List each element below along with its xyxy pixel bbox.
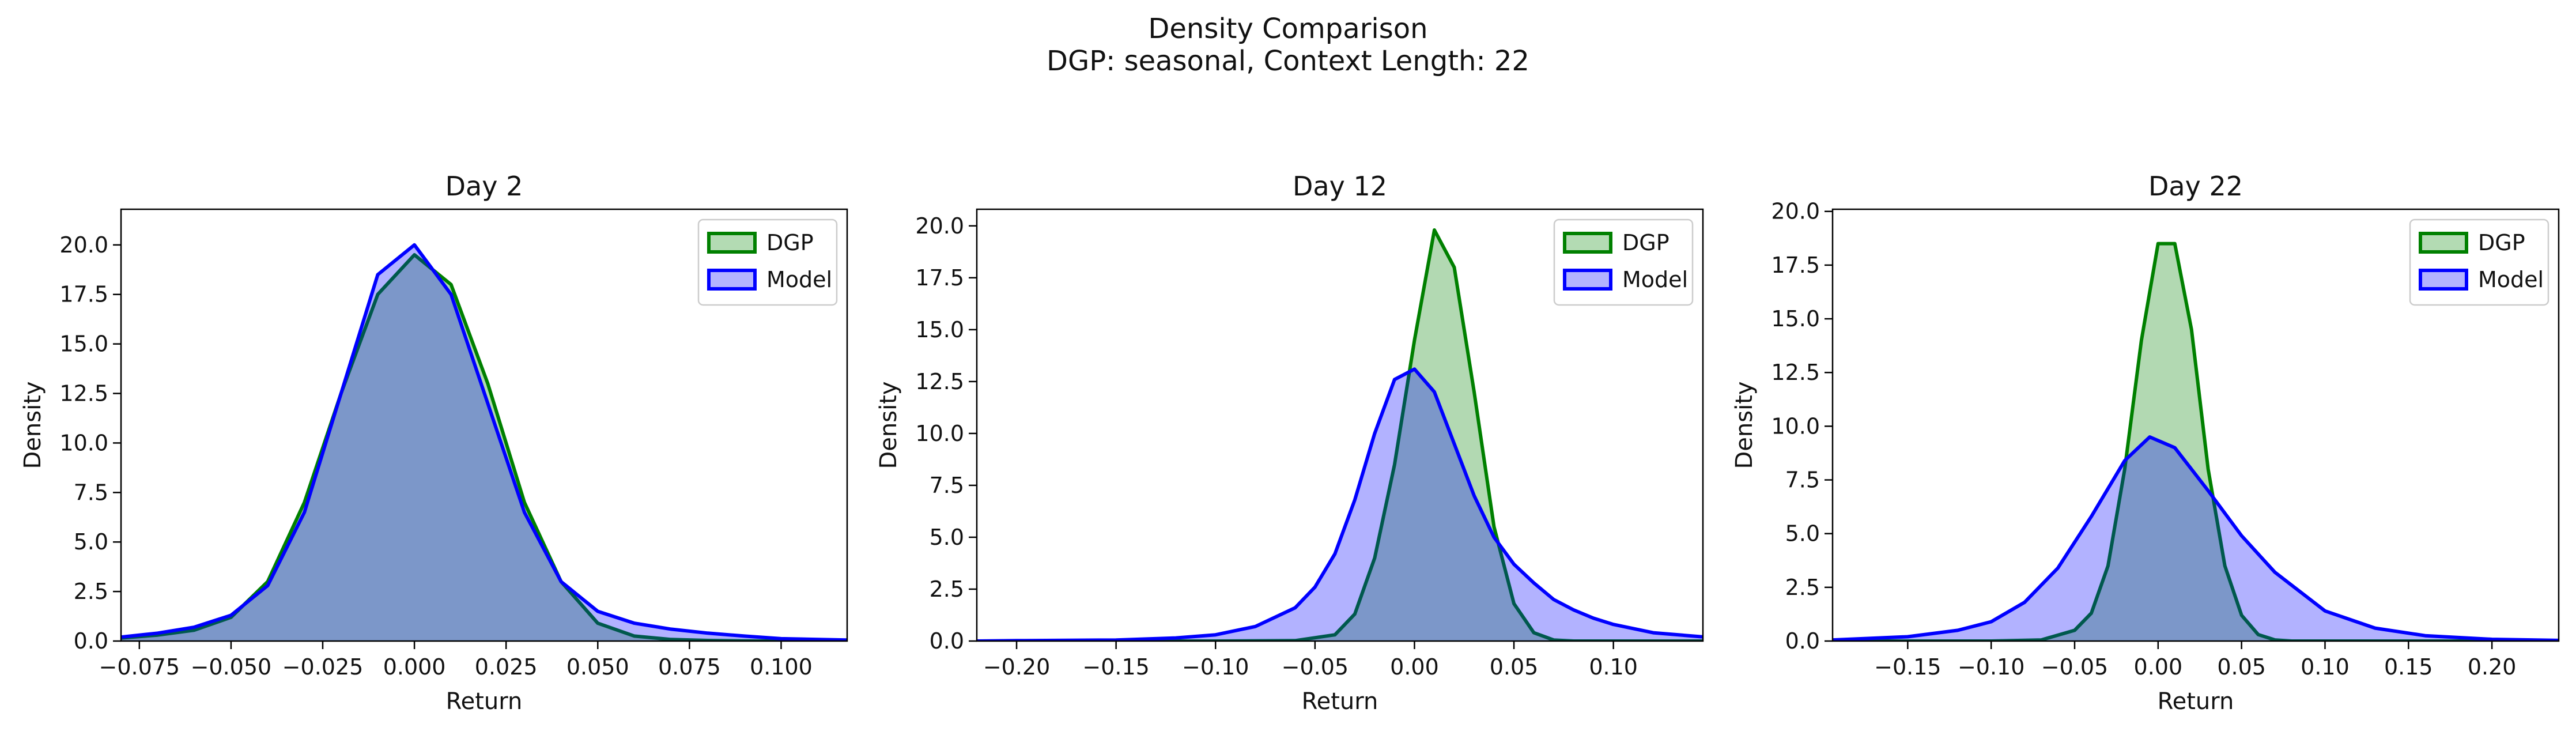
x-tick-label: −0.15 [1874, 654, 1941, 680]
density-line-model [1833, 435, 2559, 641]
legend-swatch-dgp [707, 232, 757, 254]
x-tick-label: −0.05 [1282, 654, 1349, 680]
y-tick-label: 2.5 [1785, 575, 1820, 600]
y-tick-label: 5.0 [1785, 521, 1820, 546]
x-tick-label: −0.10 [1958, 654, 2024, 680]
density-line-dgp [977, 228, 1703, 641]
x-axis-label: Return [2158, 688, 2234, 715]
legend-swatch-dgp [1563, 232, 1612, 254]
x-tick-label: −0.20 [983, 654, 1050, 680]
density-fill-model [1833, 437, 2559, 641]
x-tick-label: −0.075 [99, 654, 180, 680]
y-tick-label: 2.5 [74, 579, 108, 604]
y-tick-label: 10.0 [59, 430, 108, 455]
density-fill-model [121, 244, 847, 641]
x-tick-label: 0.000 [383, 654, 446, 680]
x-tick-label: −0.10 [1182, 654, 1249, 680]
y-tick-label: 20.0 [915, 213, 964, 239]
subplot-2: −0.20 −0.15 −0.10 −0.05 0.00 0.05 0.10 0.0 2.5 5.… [875, 171, 1704, 715]
y-tick-label: 7.5 [930, 473, 964, 498]
x-axis-label: Return [446, 688, 523, 715]
subplot-title: Day 12 [1293, 171, 1387, 202]
y-tick-label: 20.0 [1771, 199, 1820, 224]
x-tick-label: 0.00 [1390, 654, 1439, 680]
subplot-title: Day 2 [445, 171, 523, 202]
plot-frame [120, 208, 848, 642]
y-tick-label: 7.5 [74, 480, 108, 505]
plot-area [121, 243, 847, 641]
legend-swatch-model [2419, 269, 2468, 291]
density-line-dgp [1833, 242, 2559, 641]
x-tick-label: −0.025 [282, 654, 364, 680]
plot-area [1833, 242, 2559, 641]
x-tick-label: 0.05 [2217, 654, 2266, 680]
y-tick-label: 20.0 [59, 232, 108, 258]
x-tick-label: 0.00 [2134, 654, 2183, 680]
subplot-1: −0.075 −0.050 −0.025 0.000 0.025 0.050 0.075 0.… [20, 171, 848, 715]
density-fill-dgp [121, 255, 847, 641]
x-tick-label: 0.050 [566, 654, 629, 680]
y-tick-label: 10.0 [1771, 413, 1820, 439]
density-fill-dgp [1833, 243, 2559, 641]
subplot-title: Day 22 [2148, 171, 2243, 202]
subplot-3: −0.15 −0.10 −0.05 0.00 0.05 0.10 0.15 0.20 0.0 2.… [1731, 171, 2560, 715]
y-tick-label: 12.5 [1771, 360, 1820, 385]
legend-swatch-model [707, 269, 757, 291]
legend-label-dgp: DGP [2478, 230, 2525, 255]
plot-frame [976, 208, 1704, 642]
density-line-model [977, 367, 1703, 641]
y-tick-label: 15.0 [59, 331, 108, 357]
y-tick-label: 15.0 [915, 317, 964, 342]
y-tick-label: 5.0 [74, 529, 108, 555]
y-axis-label: Density [1731, 381, 1758, 469]
y-tick-label: 12.5 [915, 369, 964, 394]
y-tick-label: 7.5 [1785, 468, 1820, 493]
y-tick-label: 12.5 [59, 381, 108, 406]
legend-label-dgp: DGP [766, 230, 814, 255]
y-tick-label: 17.5 [59, 282, 108, 307]
density-line-model [121, 243, 847, 641]
x-tick-label: 0.10 [2301, 654, 2350, 680]
x-tick-label: −0.050 [191, 654, 272, 680]
y-axis-label: Density [875, 381, 902, 469]
x-tick-label: 0.20 [2468, 654, 2517, 680]
legend: DGP Model [2409, 218, 2549, 306]
plot-frame [1831, 208, 2560, 642]
y-tick-label: 15.0 [1771, 306, 1820, 331]
x-tick-label: 0.025 [475, 654, 538, 680]
x-tick-label: 0.100 [750, 654, 813, 680]
y-tick-label: 2.5 [930, 576, 964, 602]
y-tick-label: 0.0 [1785, 628, 1820, 654]
x-tick-label: 0.075 [658, 654, 721, 680]
legend: DGP Model [697, 218, 838, 306]
legend-label-model: Model [2478, 267, 2544, 292]
y-tick-label: 17.5 [1771, 252, 1820, 278]
x-axis-label: Return [1302, 688, 1378, 715]
legend-label-model: Model [766, 267, 832, 292]
legend: DGP Model [1553, 218, 1694, 306]
legend-label-model: Model [1622, 267, 1688, 292]
legend-swatch-dgp [2419, 232, 2468, 254]
x-tick-label: 0.15 [2384, 654, 2433, 680]
plot-area [977, 228, 1703, 641]
figure-title-line2: DGP: seasonal, Context Length: 22 [1047, 45, 1529, 77]
y-tick-label: 5.0 [930, 525, 964, 550]
y-tick-label: 0.0 [930, 628, 964, 654]
y-axis-label: Density [20, 381, 46, 469]
x-tick-label: −0.15 [1082, 654, 1149, 680]
y-tick-label: 0.0 [74, 628, 108, 654]
y-tick-label: 10.0 [915, 421, 964, 446]
x-tick-label: −0.05 [2041, 654, 2108, 680]
y-tick-label: 17.5 [915, 265, 964, 291]
x-tick-label: 0.10 [1589, 654, 1638, 680]
density-fill-model [977, 369, 1703, 641]
legend-swatch-model [1563, 269, 1612, 291]
x-tick-label: 0.05 [1490, 654, 1539, 680]
figure-title-line1: Density Comparison [1148, 13, 1428, 45]
legend-label-dgp: DGP [1622, 230, 1670, 255]
